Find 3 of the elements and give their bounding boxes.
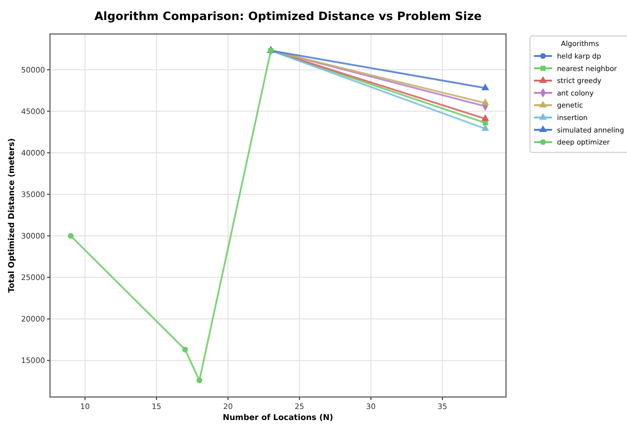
x-axis-title: Number of Locations (N): [222, 413, 334, 422]
y-axis-title: Total Optimized Distance (meters): [7, 138, 16, 293]
chart-title: Algorithm Comparison: Optimized Distance vs Problem Size: [94, 9, 482, 23]
